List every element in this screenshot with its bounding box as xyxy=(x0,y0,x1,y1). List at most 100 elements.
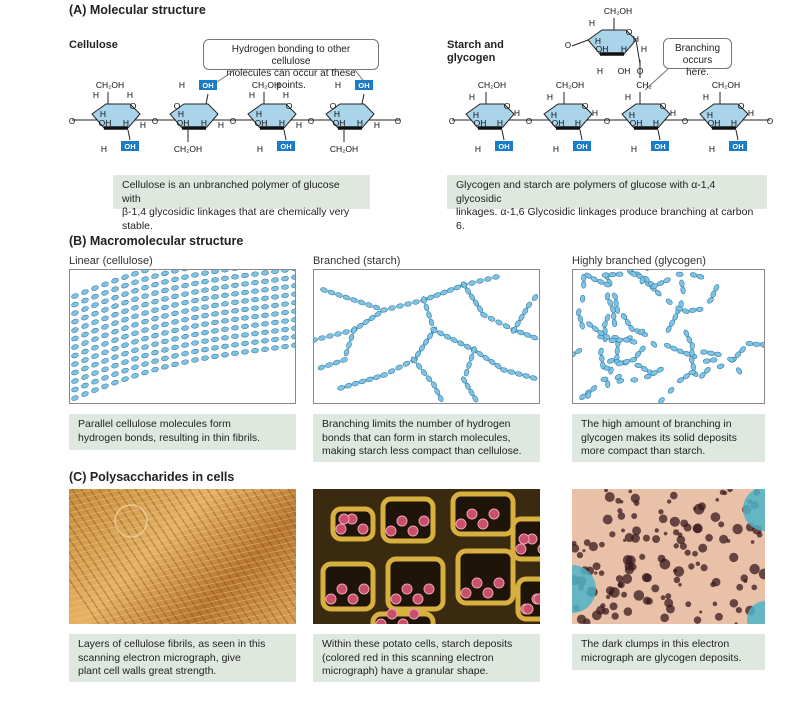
glucose-bead xyxy=(131,322,139,328)
glucose-bead xyxy=(396,303,404,309)
ring-oxygen: O xyxy=(286,101,293,111)
starch-granule xyxy=(396,515,408,527)
glucose-bead xyxy=(101,290,109,296)
glucose-bead xyxy=(201,338,209,344)
glycogen-chains-illustration xyxy=(573,270,764,403)
glucose-bead xyxy=(365,376,374,382)
glucose-bead xyxy=(211,328,219,334)
callout-pointer-line xyxy=(644,68,669,91)
glycogen-deposits-texture xyxy=(572,489,765,624)
glycogen-clump xyxy=(700,564,708,572)
glucose-bead xyxy=(629,357,638,363)
glucose-bead xyxy=(350,297,358,303)
glucose-bead xyxy=(111,294,119,301)
glucose-bead xyxy=(101,332,109,339)
glycogen-deposits-caption: The dark clumps in this electron microgr… xyxy=(572,634,765,670)
ring-h: H xyxy=(178,109,184,119)
glucose-bead xyxy=(161,338,169,345)
glycogen-clump xyxy=(695,561,701,567)
glucose-bead xyxy=(151,366,159,373)
cellulose-fibrils-texture xyxy=(69,489,296,624)
starch-granule xyxy=(335,523,347,535)
glucose-bead xyxy=(639,276,646,285)
glycogen-clump xyxy=(666,604,675,614)
glucose-bead xyxy=(171,285,179,291)
fibril-line xyxy=(242,489,296,570)
glucose-bead xyxy=(91,310,99,317)
ring-h: H xyxy=(514,108,520,118)
glucose-bead xyxy=(476,305,484,313)
section-a-title: (A) Molecular structure xyxy=(69,3,206,17)
ring-h: H xyxy=(127,90,133,100)
glycogen-clump xyxy=(660,613,669,623)
glucose-bead xyxy=(71,378,79,384)
oh-badge xyxy=(121,141,139,151)
glucose-bead xyxy=(171,270,179,274)
glycogen-clump xyxy=(592,562,601,571)
glucose-bead xyxy=(608,272,617,278)
glucose-bead xyxy=(699,372,706,379)
glucose-bead xyxy=(121,342,129,348)
glucose-bead xyxy=(605,380,611,389)
glucose-bead xyxy=(437,330,445,337)
glucose-bead xyxy=(71,352,79,359)
starch-granule xyxy=(537,544,540,554)
glucose-bead xyxy=(71,327,79,333)
starch-granule xyxy=(533,593,540,605)
glucose-bead xyxy=(121,376,129,382)
starch-granule xyxy=(471,577,483,589)
starch-granule xyxy=(482,587,494,599)
glucose-bead xyxy=(81,348,89,355)
glucose-bead xyxy=(141,361,149,367)
starch-chains-illustration xyxy=(314,274,539,403)
glucose-bead xyxy=(221,292,229,298)
glucose-bead xyxy=(71,310,79,316)
glycogen-clump xyxy=(621,528,625,533)
glucose-bead xyxy=(695,306,704,312)
ring-h: H xyxy=(748,108,754,118)
glucose-bead xyxy=(342,294,351,301)
glucose-bead xyxy=(111,337,119,343)
fibril-line xyxy=(69,540,296,592)
glucose-bead xyxy=(161,330,169,336)
ring-h: H xyxy=(633,34,639,44)
glucose-bead xyxy=(161,364,169,370)
glucose-bead xyxy=(463,343,471,350)
glucose-bead xyxy=(161,321,169,328)
glucose-bead xyxy=(601,272,610,278)
glycogen-clump xyxy=(715,497,720,502)
starch-granule xyxy=(397,618,409,624)
glucose-bead xyxy=(81,382,89,389)
glycogen-clump xyxy=(615,575,624,583)
glucose-bead xyxy=(351,380,360,387)
glucose-bead xyxy=(271,319,279,326)
glucose-bead xyxy=(141,276,149,282)
glucose-bead xyxy=(171,327,179,334)
ring-oh: OH xyxy=(708,118,721,128)
glucose-bead xyxy=(161,313,169,319)
starch-granule xyxy=(325,593,337,605)
potato-cells-caption: Within these potato cells, starch deposi… xyxy=(313,634,540,682)
glucose-bead xyxy=(579,321,585,330)
glucose-bead xyxy=(634,362,643,369)
glucose-bead xyxy=(241,349,249,355)
glucose-bead xyxy=(431,381,437,389)
glucose-bead xyxy=(675,305,683,312)
glucose-bead xyxy=(415,362,423,370)
glucose-bead xyxy=(251,271,259,277)
ring-h: H xyxy=(335,80,341,90)
glucose-bead xyxy=(151,273,159,279)
glucose-bead xyxy=(81,297,89,304)
starch-granule xyxy=(518,533,530,545)
glucose-bead xyxy=(281,293,289,299)
ring-h: H xyxy=(256,109,262,119)
starch-granule xyxy=(357,523,369,535)
fibril-line xyxy=(108,582,296,624)
ring-h: H xyxy=(475,144,481,154)
glucose-bead xyxy=(434,388,441,396)
fibril-ring xyxy=(114,504,148,538)
glucose-bead xyxy=(151,281,159,288)
oh-badge xyxy=(495,141,513,151)
glucose-bead xyxy=(101,349,109,356)
glycogen-clump xyxy=(660,595,666,601)
